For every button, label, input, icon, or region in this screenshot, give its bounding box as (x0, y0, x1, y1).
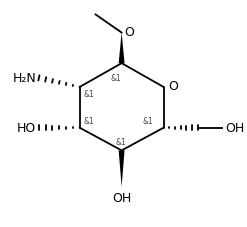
Text: O: O (168, 80, 178, 93)
Text: HO: HO (17, 121, 36, 134)
Text: &1: &1 (83, 117, 94, 126)
Text: OH: OH (112, 191, 131, 204)
Polygon shape (119, 33, 124, 64)
Text: &1: &1 (111, 74, 121, 83)
Text: &1: &1 (142, 117, 153, 126)
Text: &1: &1 (83, 90, 94, 99)
Polygon shape (119, 151, 124, 187)
Text: O: O (124, 26, 134, 39)
Text: OH: OH (225, 121, 245, 134)
Text: H₂N: H₂N (12, 71, 36, 84)
Text: &1: &1 (115, 137, 126, 146)
